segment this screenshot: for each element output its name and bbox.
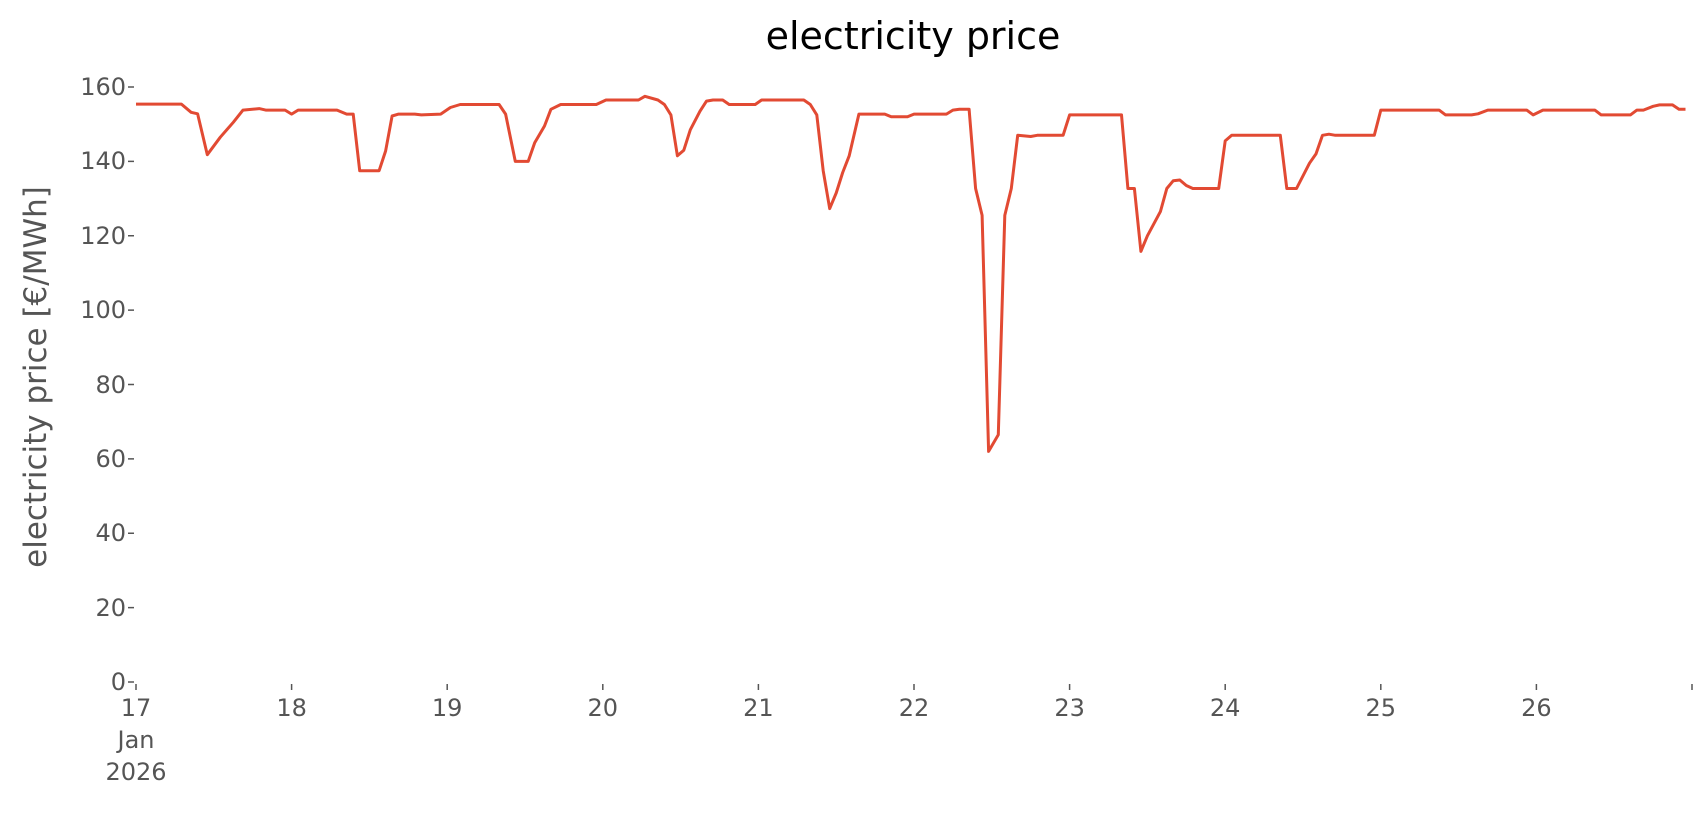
x-tick-day: 21: [743, 694, 774, 722]
x-tick-day: 18: [276, 694, 307, 722]
x-tick-label: 17 Jan 2026: [105, 692, 166, 788]
x-tick-day: 24: [1209, 694, 1241, 722]
y-tick-label: 140: [80, 147, 126, 176]
y-tick-label: 20: [95, 593, 126, 622]
x-tick-label: 24: [1210, 692, 1241, 724]
x-tick-day: 25: [1365, 694, 1397, 722]
y-tick-label: 40: [95, 519, 126, 548]
x-tick-label: 18: [276, 692, 307, 724]
y-tick-label: 80: [95, 370, 126, 399]
x-tick-day: 23: [1054, 694, 1085, 722]
series-lines: [136, 94, 1686, 453]
x-tick-label: 26: [1521, 692, 1552, 724]
x-tick-label: 23: [1054, 692, 1085, 724]
y-tick-label: 120: [80, 221, 126, 250]
x-tick-label: 20: [588, 692, 619, 724]
x-tick-label: 19: [432, 692, 463, 724]
x-tick-day: 19: [431, 694, 463, 722]
y-tick-label: 100: [80, 296, 126, 325]
axes: [128, 86, 1693, 690]
x-tick-year: 2026: [105, 758, 167, 786]
x-tick-label: 21: [743, 692, 774, 724]
x-tick-label: 22: [899, 692, 930, 724]
x-tick-day: 17: [120, 694, 152, 722]
x-tick-day: 22: [898, 694, 930, 722]
y-tick-label: 60: [95, 444, 126, 473]
y-tick-label: 160: [80, 73, 126, 101]
series-line: [136, 94, 1686, 453]
x-tick-day: 20: [587, 694, 619, 722]
y-tick-label: 0: [110, 668, 126, 696]
x-tick-label: 25: [1366, 692, 1397, 724]
x-tick-day: 26: [1521, 694, 1552, 722]
chart-title: electricity price: [765, 14, 1061, 58]
x-tick-month: Jan: [117, 726, 155, 754]
